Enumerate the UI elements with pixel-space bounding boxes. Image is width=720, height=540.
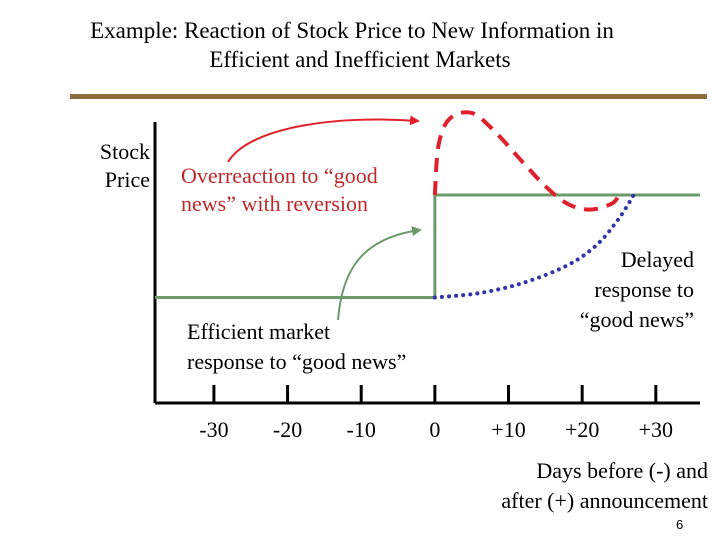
x-tick-label: -20 <box>273 417 302 442</box>
overreaction-annotation-line: Overreaction to “good <box>181 163 378 188</box>
x-axis-label-line-1: Days before (-) and <box>536 458 708 483</box>
x-tick-label: +30 <box>639 417 673 442</box>
page-number: 6 <box>676 517 684 532</box>
slide-title-line-1: Example: Reaction of Stock Price to New … <box>90 18 614 43</box>
y-axis-label: Stock Price <box>84 138 150 194</box>
slide-title-line-2: Efficient and Inefficient Markets <box>209 47 511 72</box>
x-tick-label: -10 <box>347 417 376 442</box>
efficient-annotation-line: response to “good news” <box>187 349 406 374</box>
x-tick-label: -30 <box>199 417 228 442</box>
y-axis-label-line-2: Price <box>104 167 150 192</box>
efficient-annotation-line: Efficient market <box>187 319 330 344</box>
overreaction-series-line <box>432 110 621 212</box>
x-tick-label: 0 <box>429 417 440 442</box>
delayed-annotation-line: response to <box>594 277 694 302</box>
x-tick-label: +20 <box>565 417 599 442</box>
x-axis-label: Days before (-) and after (+) announceme… <box>440 456 708 516</box>
overreaction-callout-arrow <box>227 115 420 163</box>
slide-title: Example: Reaction of Stock Price to New … <box>0 16 720 74</box>
x-axis-label-line-2: after (+) announcement <box>501 488 708 513</box>
overreaction-annotation-line: news” with reversion <box>181 191 368 216</box>
delayed-annotation-line: Delayed <box>621 247 694 272</box>
delayed-series-line <box>432 192 636 300</box>
efficient-series-line <box>155 193 700 300</box>
title-divider-rule <box>70 94 707 99</box>
delayed-annotation-line: “good news” <box>580 307 694 332</box>
y-axis-label-line-1: Stock <box>99 139 150 164</box>
x-tick-label: +10 <box>491 417 525 442</box>
efficient-callout-arrow <box>337 226 422 321</box>
